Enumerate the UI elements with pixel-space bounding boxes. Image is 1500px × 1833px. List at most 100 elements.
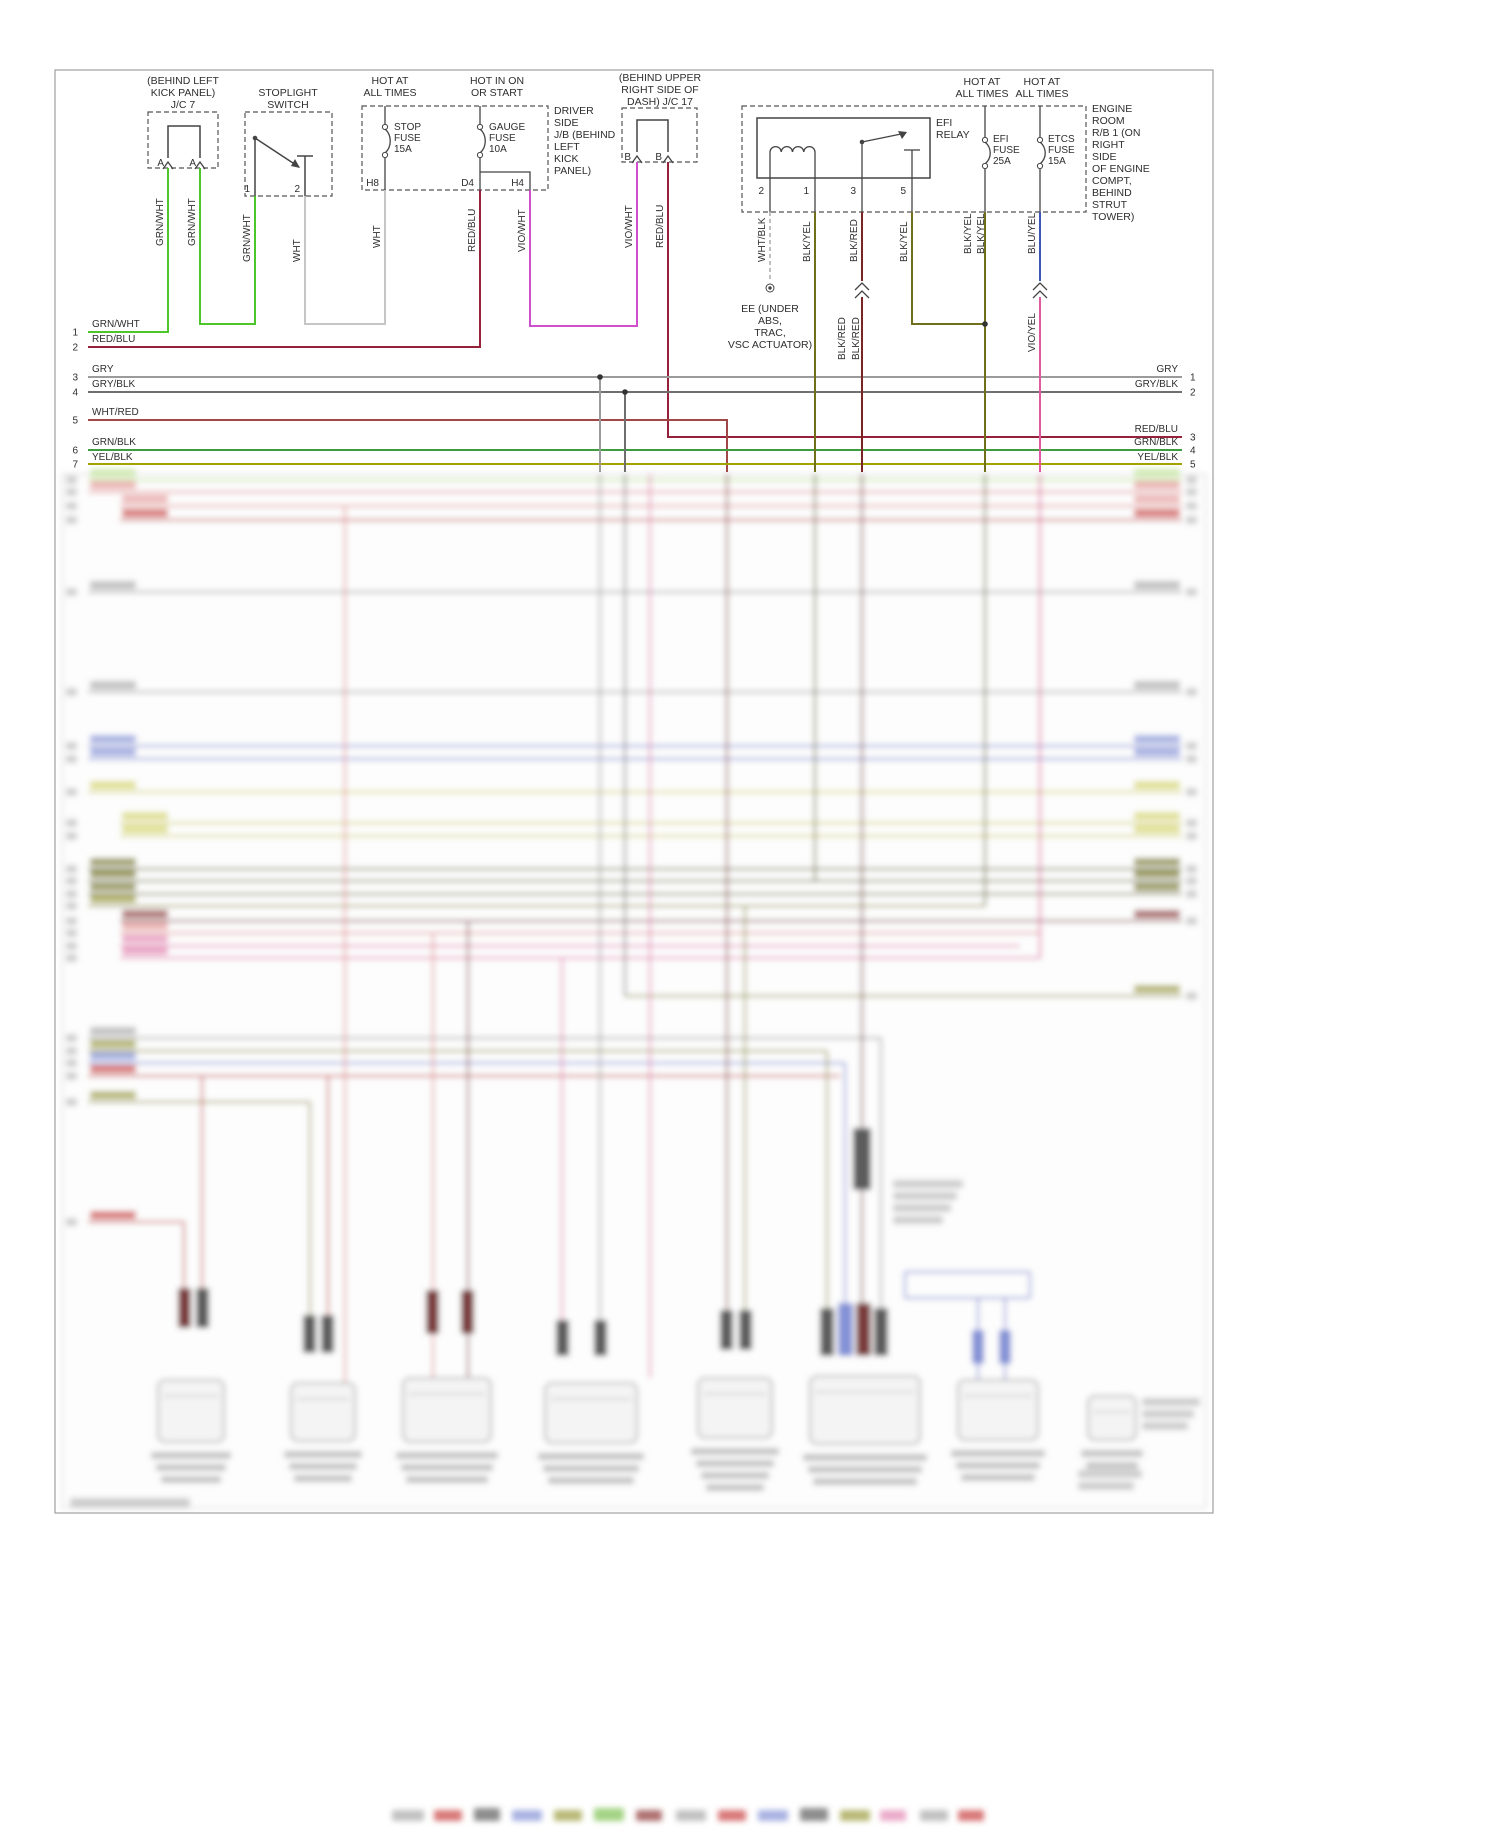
- blur-blob: [1078, 1470, 1142, 1478]
- blur-caption-line: [161, 1476, 221, 1483]
- row-label-right: YEL/BLK: [1137, 452, 1178, 463]
- blur-caption-line: [1081, 1450, 1143, 1457]
- blur-caption-line: [808, 1466, 922, 1473]
- blur-blob: [800, 1808, 828, 1821]
- blur-caption-line: [294, 1475, 352, 1482]
- gauge-fuse-label: FUSE: [489, 133, 516, 144]
- hot-label: HOT AT: [1024, 76, 1062, 88]
- blur-connector: [402, 1377, 492, 1443]
- blur-num: [66, 1047, 77, 1055]
- wire-label: VIO/WHT: [624, 205, 635, 248]
- blur-num: [66, 788, 77, 796]
- wire-redblu-row2: [88, 190, 481, 348]
- pin-label: 1: [244, 184, 250, 195]
- blur-num: [1186, 502, 1197, 510]
- switch-arm: [254, 137, 300, 168]
- pin-label: H4: [511, 178, 524, 189]
- blur-label: [1134, 735, 1180, 743]
- jc7-pin-arrow: [194, 160, 206, 170]
- stop-fuse-terminal: [381, 151, 389, 159]
- row-label-left: GRY/BLK: [92, 379, 135, 390]
- blur-caption-line: [406, 1476, 488, 1483]
- blur-label: [90, 858, 136, 866]
- blur-num: [66, 742, 77, 750]
- relay-arm-arrow: [898, 131, 907, 139]
- blur-blob: [1142, 1398, 1200, 1406]
- ground-caption: EE (UNDER: [741, 303, 799, 315]
- diagram-frame: [54, 69, 1214, 1514]
- efi-fuse-label: FUSE: [993, 145, 1020, 156]
- blur-num: [1186, 488, 1197, 496]
- blur-label: [122, 947, 168, 955]
- blur-num: [66, 476, 77, 484]
- blur-caption-line: [401, 1464, 493, 1471]
- blur-label: [90, 1065, 136, 1073]
- rb-caption: ROOM: [1092, 115, 1125, 127]
- blur-connector: [290, 1382, 356, 1442]
- wire-label: BLK/YEL: [976, 213, 987, 254]
- row-num-left: 5: [72, 416, 78, 427]
- rb-caption: RIGHT: [1092, 139, 1125, 151]
- stoplight-caption: SWITCH: [267, 99, 308, 111]
- continuation-chevron: [854, 290, 870, 299]
- blur-label: [90, 883, 136, 891]
- blur-caption-line: [548, 1477, 634, 1484]
- rb-caption: TOWER): [1092, 211, 1134, 223]
- blur-label: [122, 825, 168, 833]
- ground-caption: ABS,: [758, 315, 782, 327]
- rb-caption: SIDE: [1092, 151, 1117, 163]
- blur-connector: [157, 1379, 225, 1443]
- hot-label: ALL TIMES: [1015, 88, 1068, 100]
- row-label-left: GRN/BLK: [92, 437, 136, 448]
- blur-num: [66, 1059, 77, 1067]
- row-label-right: GRN/BLK: [1134, 437, 1178, 448]
- pin-label: 2: [294, 184, 300, 195]
- row-num-left: 2: [72, 343, 78, 354]
- wire-label: BLK/YEL: [899, 221, 910, 262]
- blur-blob: [1078, 1482, 1134, 1490]
- blur-num: [1186, 755, 1197, 763]
- blur-label: [90, 469, 136, 477]
- blur-terminal-block: [556, 1320, 569, 1356]
- stop-fuse-label: 15A: [394, 144, 412, 155]
- row-label-left: GRY: [92, 364, 114, 375]
- junction-dot: [622, 389, 628, 395]
- wire-label: VIO/YEL: [1027, 313, 1038, 352]
- hot-label: ALL TIMES: [955, 88, 1008, 100]
- blur-num: [1186, 832, 1197, 840]
- blur-label: [1134, 870, 1180, 878]
- wire-wht-switch-fuse: [304, 190, 386, 325]
- relay-coil: [769, 146, 816, 153]
- blur-num: [1186, 917, 1197, 925]
- wire-grnwht-jc7: [88, 168, 169, 333]
- pin-label: H8: [366, 178, 379, 189]
- wire-label: GRN/WHT: [187, 198, 198, 246]
- blur-num: [66, 1098, 77, 1106]
- jb-caption: PANEL): [554, 165, 591, 177]
- blur-num: [66, 819, 77, 827]
- blur-num: [66, 488, 77, 496]
- rb-caption: STRUT: [1092, 199, 1128, 211]
- rb-caption: ENGINE: [1092, 103, 1132, 115]
- efi-fuse-label: 25A: [993, 156, 1011, 167]
- blur-label: [122, 495, 168, 503]
- wire-label: RED/BLU: [467, 209, 478, 252]
- efi-fuse-terminal: [981, 136, 989, 144]
- wire-label: GRN/WHT: [155, 198, 166, 246]
- blur-caption-line: [706, 1484, 764, 1491]
- etcs-fuse-label: 15A: [1048, 156, 1066, 167]
- blur-blob: [880, 1810, 906, 1821]
- hot-label: ALL TIMES: [363, 87, 416, 99]
- wire-label: WHT/BLK: [757, 217, 768, 262]
- blur-num: [1186, 476, 1197, 484]
- jc7-box: [147, 111, 219, 169]
- row-num-left: 4: [72, 388, 78, 399]
- hot-label: HOT AT: [964, 76, 1002, 88]
- stop-fuse-element: [384, 128, 391, 154]
- row-label-left: WHT/RED: [92, 407, 139, 418]
- row-num-left: 7: [72, 460, 78, 471]
- blur-blob: [474, 1808, 500, 1821]
- wire-label: BLK/RED: [837, 317, 848, 360]
- blur-num: [1186, 588, 1197, 596]
